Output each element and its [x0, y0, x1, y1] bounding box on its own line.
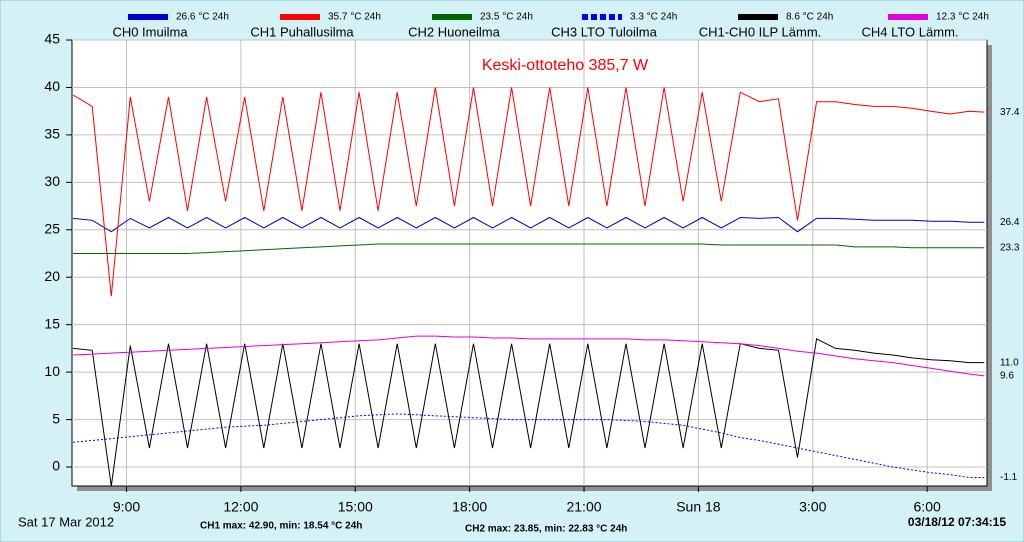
annotation: Keski-ottoteho 385,7 W	[482, 57, 649, 74]
legend-value: 8.6 °C 24h	[786, 12, 833, 23]
legend-name: CH1 Puhallusilma	[250, 24, 354, 39]
y-tick-label: 25	[44, 220, 60, 236]
x-tick-label: Sun 18	[676, 499, 721, 515]
x-tick-label: 6:00	[914, 499, 941, 515]
x-tick-label: 15:00	[338, 499, 373, 515]
x-tick-label: 12:00	[223, 499, 258, 515]
series-line	[73, 338, 985, 487]
series-line	[73, 216, 985, 233]
y-tick-label: 5	[52, 410, 60, 426]
legend-name: CH0 Imuilma	[112, 24, 188, 39]
y-tick-label: 0	[52, 458, 60, 474]
footer-stat: CH2 max: 23.85, min: 22.83 °C 24h	[465, 524, 627, 535]
series-line	[73, 413, 985, 478]
legend-value: 26.6 °C 24h	[176, 12, 229, 23]
end-label: 23.3	[1000, 242, 1020, 253]
legend-value: 3.3 °C 24h	[630, 12, 677, 23]
y-tick-label: 20	[44, 268, 60, 284]
series-line	[73, 335, 985, 377]
series-line	[72, 87, 985, 297]
end-label: 9.6	[1000, 371, 1014, 382]
series-line	[73, 243, 985, 254]
x-tick-label: 18:00	[452, 499, 487, 515]
y-tick-label: 30	[44, 173, 60, 189]
legend-value: 12.3 °C 24h	[936, 12, 989, 23]
footer-timestamp: 03/18/12 07:34:15	[908, 515, 1006, 529]
end-label: 37.4	[1000, 107, 1020, 118]
y-tick-label: 10	[44, 363, 60, 379]
legend-name: CH1-CH0 ILP Lämm.	[699, 24, 822, 39]
end-label: 11.0	[1000, 357, 1019, 368]
x-tick-label: 21:00	[566, 499, 601, 515]
legend-name: CH3 LTO Tuloilma	[551, 24, 657, 39]
end-label: -1.1	[1000, 472, 1018, 483]
footer-stat: CH1 max: 42.90, min: 18.54 °C 24h	[200, 521, 362, 532]
legend-value: 23.5 °C 24h	[480, 12, 533, 23]
x-tick-label: 3:00	[799, 499, 826, 515]
end-label: 26.4	[1000, 217, 1020, 228]
y-tick-label: 40	[44, 78, 60, 94]
y-tick-label: 35	[44, 126, 60, 142]
y-tick-label: 15	[44, 315, 60, 331]
footer-date: Sat 17 Mar 2012	[18, 514, 114, 529]
legend-name: CH4 LTO Lämm.	[861, 24, 958, 39]
y-tick-label: 45	[44, 31, 60, 47]
plot-area	[71, 39, 988, 487]
legend-name: CH2 Huoneilma	[408, 24, 501, 39]
x-tick-label: 9:00	[113, 499, 140, 515]
legend-value: 35.7 °C 24h	[328, 12, 381, 23]
